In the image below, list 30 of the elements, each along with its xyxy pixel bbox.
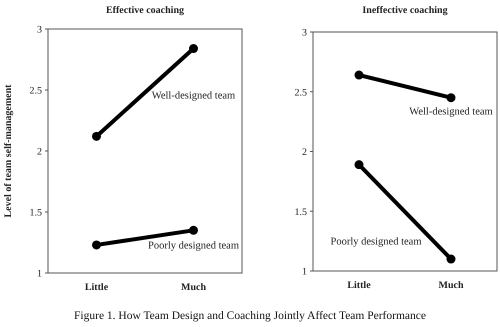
- caption: Figure 1. How Team Design and Coaching Jointly Affect Team Performance: [74, 310, 426, 322]
- x-tick-label: Much: [181, 282, 206, 293]
- y-tick-label: 1.5: [30, 208, 42, 218]
- x-tick-label: Little: [347, 280, 372, 291]
- y-tick-label: 1.5: [294, 206, 307, 218]
- y-tick-label: 3: [37, 24, 42, 36]
- point: [354, 160, 364, 170]
- y-tick-label: 1: [302, 266, 307, 278]
- series-label: Poorly designed team: [148, 240, 239, 252]
- point: [92, 240, 101, 250]
- y-tick-label: 2: [37, 146, 42, 158]
- chart-title: Ineffective coaching: [362, 5, 448, 16]
- y-tick-label: 2.5: [30, 86, 42, 96]
- series-label: Well-designed team: [409, 106, 493, 118]
- series-label: Well-designed team: [152, 90, 236, 102]
- point: [92, 132, 101, 141]
- y-axis-title: Level of team self-management: [3, 84, 14, 218]
- point: [189, 44, 198, 54]
- point: [354, 70, 364, 80]
- series-label: Poorly designed team: [330, 236, 422, 248]
- point: [446, 254, 456, 264]
- y-tick-label: 3: [302, 28, 307, 38]
- y-tick-label: 2: [302, 147, 307, 158]
- point: [446, 93, 456, 102]
- x-tick-label: Little: [84, 282, 109, 293]
- y-tick-label: 1: [37, 268, 42, 280]
- chart-title: Effective coaching: [106, 5, 184, 16]
- y-tick-label: 2.5: [294, 87, 307, 98]
- x-tick-label: Much: [438, 280, 464, 291]
- point: [189, 226, 198, 235]
